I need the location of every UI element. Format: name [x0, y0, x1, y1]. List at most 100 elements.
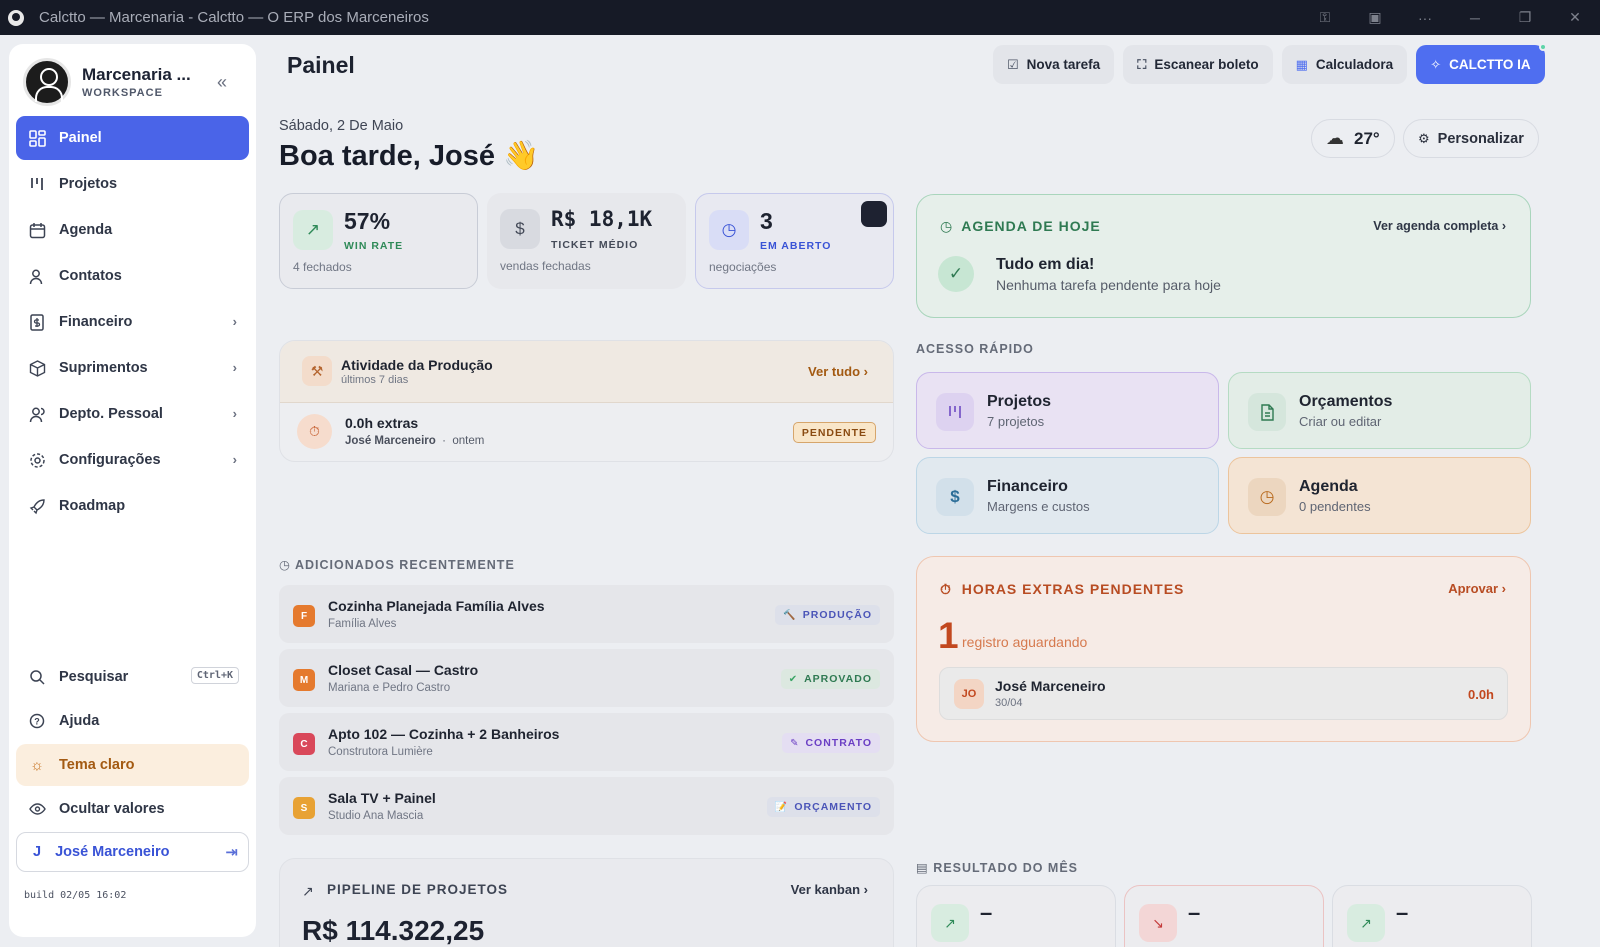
kanban-icon: [936, 393, 974, 431]
devices-icon[interactable]: ▣: [1368, 9, 1382, 25]
status-label: PRODUÇÃO: [802, 609, 872, 621]
approve-link[interactable]: Aprovar ›: [1448, 581, 1506, 596]
page-title: Painel: [287, 52, 355, 78]
list-item[interactable]: F Cozinha Planejada Família Alves Famíli…: [279, 585, 894, 643]
logout-icon[interactable]: ⇥: [225, 844, 238, 861]
collapse-sidebar-icon[interactable]: «: [217, 72, 228, 92]
clock-icon: ◷: [940, 218, 954, 234]
list-item[interactable]: ⏱ 0.0h extras José Marceneiro · ontem PE…: [280, 403, 893, 461]
pending-desc: registro aguardando: [962, 634, 1088, 650]
weather-widget[interactable]: ☁ 27°: [1311, 119, 1395, 158]
header-actions: ☑ Nova tarefa ⛶ Escanear boleto ▦ Calculado…: [993, 43, 1547, 84]
help-label: Ajuda: [59, 713, 100, 729]
stat-card-em-aberto[interactable]: ◷ 3 EM ABERTO negociações: [695, 193, 894, 289]
receipt-icon: ▤: [916, 861, 929, 875]
workspace-switcher[interactable]: Marcenaria ... WORKSPACE: [23, 58, 191, 106]
see-all-link[interactable]: Ver tudo ›: [808, 364, 868, 379]
stat-card-ticket-medio[interactable]: $ R$ 18,1K TICKET MÉDIO vendas fechadas: [487, 193, 686, 289]
quick-sub: 7 projetos: [987, 414, 1045, 429]
chevron-right-icon: ›: [232, 360, 237, 375]
item-client: Mariana e Pedro Castro: [328, 682, 451, 694]
calculator-button[interactable]: ▦ Calculadora: [1281, 45, 1408, 84]
rocket-icon: [28, 497, 46, 515]
sidebar-item-suprimentos[interactable]: Suprimentos ›: [16, 346, 249, 390]
pipeline-card: ↗ PIPELINE DE PROJETOS Ver kanban › R$ 1…: [279, 858, 894, 947]
scan-icon: ⛶: [1137, 56, 1147, 72]
help-button[interactable]: ? Ajuda: [16, 700, 249, 742]
card-menu-button[interactable]: [861, 201, 887, 227]
window-controls: ⚿ ▣ ··· ─ ❐ ✕: [1300, 0, 1600, 35]
user-initial: J: [33, 844, 42, 860]
help-icon: ?: [28, 712, 46, 730]
search-button[interactable]: Pesquisar Ctrl+K: [16, 656, 249, 698]
calctto-ia-button[interactable]: ✧ CALCTTO IA: [1416, 43, 1547, 84]
kanban-icon: [28, 175, 46, 193]
customize-label: Personalizar: [1437, 130, 1524, 147]
result-card-expenses[interactable]: ↘ –: [1124, 885, 1324, 947]
check-circle-icon: ✓: [938, 256, 974, 292]
temperature: 27°: [1354, 128, 1380, 148]
sidebar-item-financeiro[interactable]: Financeiro ›: [16, 300, 249, 344]
sidebar-item-configuracoes[interactable]: Configurações ›: [16, 438, 249, 482]
hide-values-button[interactable]: Ocultar valores: [16, 788, 249, 830]
key-icon[interactable]: ⚿: [1319, 9, 1331, 25]
theme-toggle[interactable]: ☼ Tema claro: [16, 744, 249, 786]
sidebar-item-depto-pessoal[interactable]: Depto. Pessoal ›: [16, 392, 249, 436]
sidebar-item-painel[interactable]: Painel: [16, 116, 249, 160]
minimize-button[interactable]: ─: [1470, 9, 1480, 26]
pipeline-value: R$ 114.322,25: [302, 915, 485, 946]
build-info: build 02/05 16:02: [24, 890, 127, 901]
calculator-icon: ▦: [1295, 56, 1308, 72]
today-agenda-card: ◷ AGENDA DE HOJE Ver agenda completa › ✓ …: [916, 194, 1531, 318]
status-label: ORÇAMENTO: [794, 801, 872, 813]
user-profile-button[interactable]: J José Marceneiro ⇥: [16, 832, 249, 872]
stat-sub: negociações: [709, 260, 777, 274]
quick-access-title: ACESSO RÁPIDO: [916, 342, 1034, 356]
see-all-label: Ver tudo: [808, 364, 861, 379]
more-icon[interactable]: ···: [1418, 9, 1432, 26]
new-task-button[interactable]: ☑ Nova tarefa: [993, 45, 1115, 84]
quick-access-agenda[interactable]: ◷ Agenda 0 pendentes: [1228, 457, 1531, 534]
calendar-icon: [28, 221, 46, 239]
scan-boleto-button[interactable]: ⛶ Escanear boleto: [1123, 45, 1273, 84]
avatar: S: [293, 797, 315, 819]
sidebar-item-agenda[interactable]: Agenda: [16, 208, 249, 252]
sidebar-item-contatos[interactable]: Contatos: [16, 254, 249, 298]
theme-label: Tema claro: [59, 757, 135, 773]
result-card-revenue[interactable]: ↗ –: [916, 885, 1116, 947]
item-title: Closet Casal — Castro: [328, 662, 479, 678]
list-item[interactable]: M Closet Casal — Castro Mariana e Pedro …: [279, 649, 894, 707]
quick-access-projetos[interactable]: Projetos 7 projetos: [916, 372, 1219, 449]
quick-title: Agenda: [1299, 478, 1358, 495]
sidebar-item-roadmap[interactable]: Roadmap: [16, 484, 249, 528]
card-title: PIPELINE DE PROJETOS: [327, 882, 509, 897]
list-item[interactable]: C Apto 102 — Cozinha + 2 Banheiros Const…: [279, 713, 894, 771]
overtime-row[interactable]: JO José Marceneiro 30/04 0.0h: [939, 667, 1508, 720]
kanban-link[interactable]: Ver kanban ›: [790, 882, 868, 897]
maximize-button[interactable]: ❐: [1518, 9, 1532, 25]
users-icon: [28, 267, 46, 285]
agenda-status: Tudo em dia!: [996, 256, 1095, 273]
full-agenda-link[interactable]: Ver agenda completa ›: [1373, 219, 1506, 233]
calculator-label: Calculadora: [1315, 57, 1394, 72]
clock-icon: ◷: [279, 558, 291, 572]
sidebar-item-label: Depto. Pessoal: [59, 406, 163, 422]
quick-access-orcamentos[interactable]: Orçamentos Criar ou editar: [1228, 372, 1531, 449]
user-name: José Marceneiro: [55, 844, 170, 860]
result-card-profit[interactable]: ↗ –: [1332, 885, 1532, 947]
item-title: Sala TV + Painel: [328, 790, 436, 806]
close-button[interactable]: ✕: [1569, 9, 1581, 25]
stat-card-win-rate[interactable]: ↗ 57% WIN RATE 4 fechados: [279, 193, 478, 289]
online-dot: [1538, 43, 1547, 51]
quick-sub: 0 pendentes: [1299, 499, 1371, 514]
list-item[interactable]: S Sala TV + Painel Studio Ana Mascia 📝 OR…: [279, 777, 894, 835]
customize-button[interactable]: ⚙ Personalizar: [1403, 119, 1539, 158]
trending-up-icon: ↗: [293, 210, 333, 250]
sidebar-bottom: Pesquisar Ctrl+K ? Ajuda ☼ Tema claro Oc…: [16, 656, 249, 832]
quick-access-financeiro[interactable]: $ Financeiro Margens e custos: [916, 457, 1219, 534]
wave-icon: 👋: [503, 140, 540, 172]
sidebar-item-projetos[interactable]: Projetos: [16, 162, 249, 206]
check-icon: ✔: [788, 673, 799, 685]
search-shortcut: Ctrl+K: [190, 667, 239, 684]
trending-down-icon: ↘: [1139, 904, 1177, 942]
